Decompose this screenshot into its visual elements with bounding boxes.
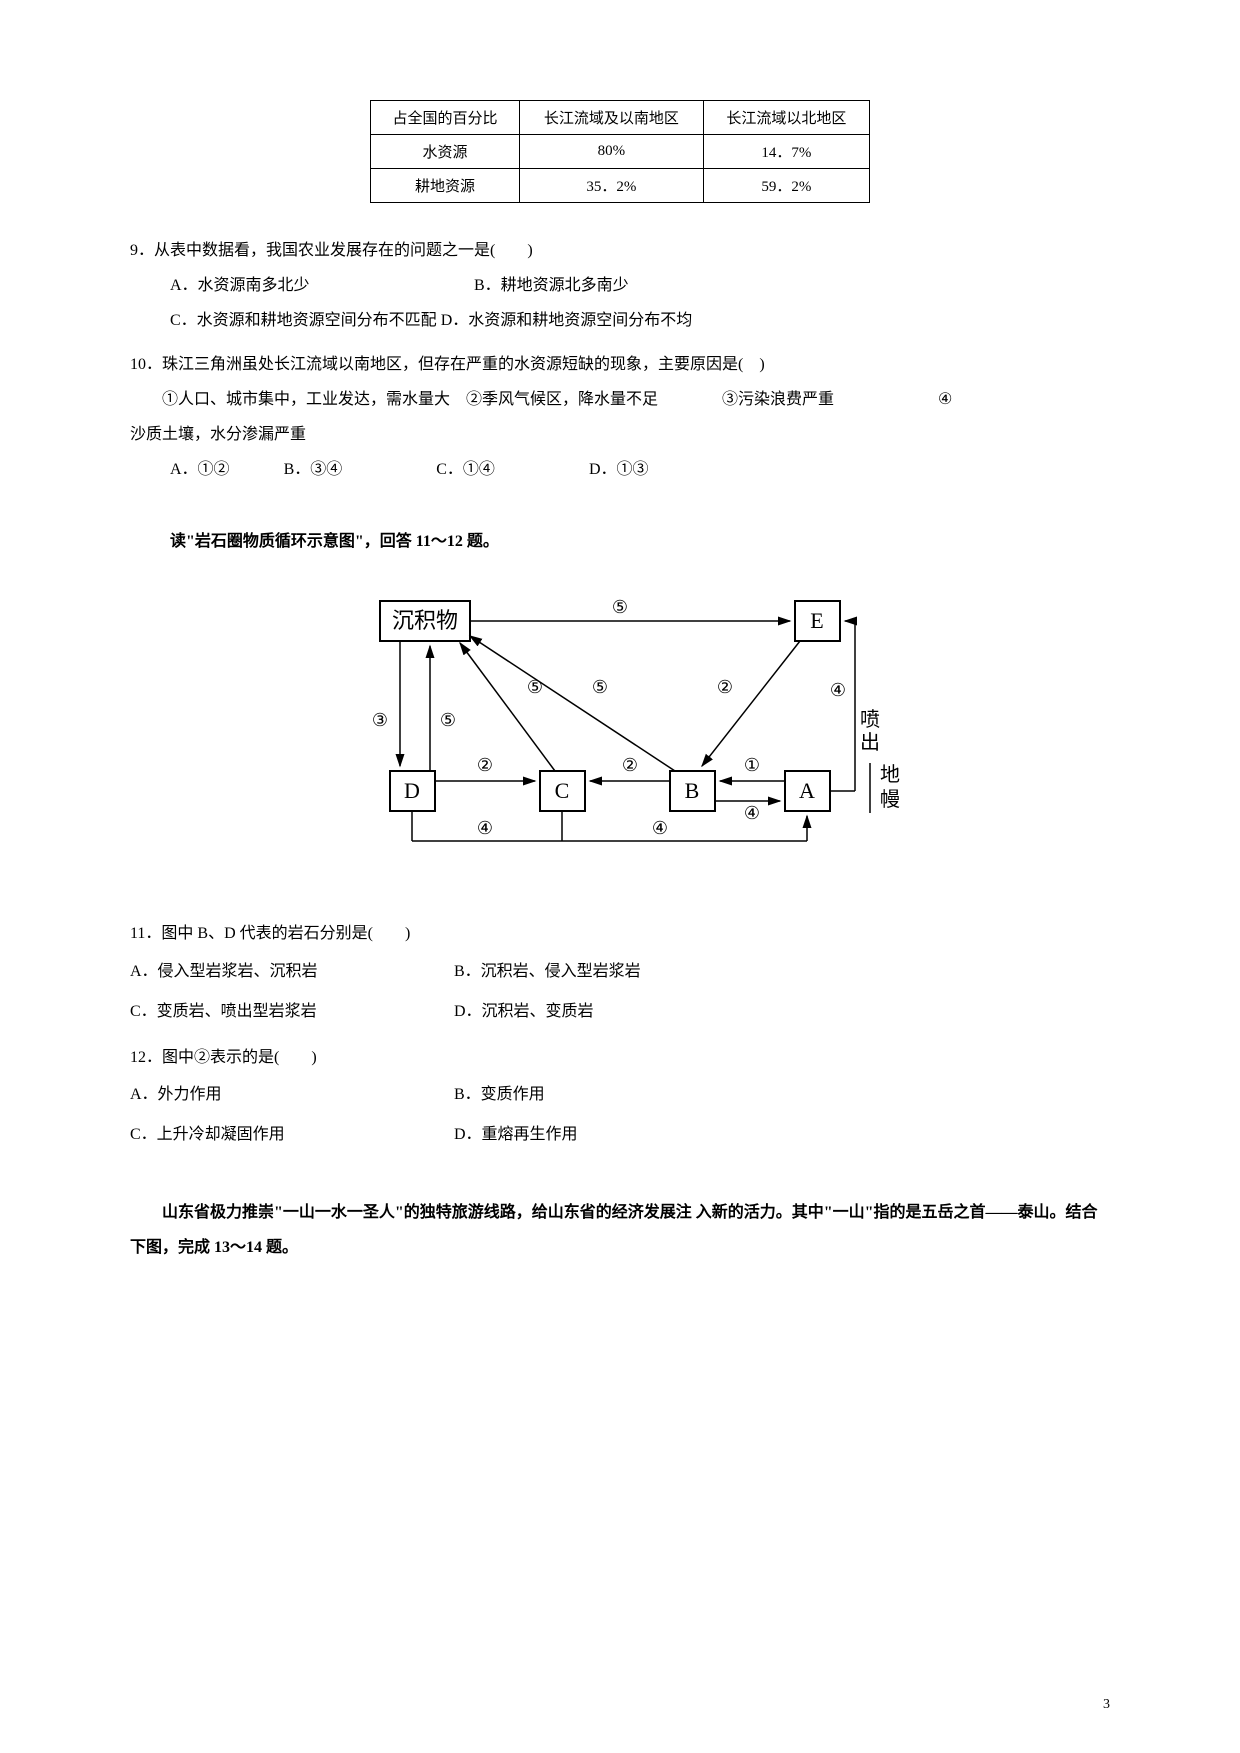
- option-b: B．③④: [284, 452, 343, 487]
- option-b: B．耕地资源北多南少: [474, 268, 629, 303]
- resource-table: 占全国的百分比 长江流域及以南地区 长江流域以北地区 水资源 80% 14．7%…: [370, 100, 870, 203]
- rock-cycle-diagram: 沉积物 E D C B A 喷 出 地 幔 ⑤ ③ ⑤: [130, 581, 1110, 866]
- label-2a: ②: [717, 677, 733, 697]
- paragraph-shandong: 山东省极力推崇"一山一水一圣人"的独特旅游线路，给山东省的经济发展注 入新的活力…: [130, 1195, 1110, 1265]
- node-d: D: [404, 778, 420, 803]
- option-d: D．重熔再生作用: [454, 1126, 578, 1143]
- q10-condition-4-start: ④: [938, 391, 952, 408]
- option-c: C．变质岩、喷出型岩浆岩: [130, 992, 450, 1032]
- question-10: 10．珠江三角洲虽处长江流域以南地区，但存在严重的水资源短缺的现象，主要原因是(…: [130, 347, 1110, 488]
- table-cell: 35．2%: [520, 169, 704, 203]
- node-c: C: [555, 778, 570, 803]
- question-text: 12．图中②表示的是( ): [130, 1040, 1110, 1075]
- label-5: ⑤: [612, 597, 628, 617]
- node-sediment: 沉积物: [392, 608, 458, 633]
- svg-text:幔: 幔: [880, 788, 900, 811]
- option-c: C．水资源和耕地资源空间分布不匹配: [170, 312, 437, 329]
- label-1: ①: [744, 755, 760, 775]
- table-cell: 80%: [520, 135, 704, 169]
- node-a: A: [799, 778, 815, 803]
- label-5d: ⑤: [592, 677, 608, 697]
- q10-condition-3: ③污染浪费严重: [722, 391, 834, 408]
- table-header: 占全国的百分比: [371, 101, 520, 135]
- page-number: 3: [1103, 1697, 1110, 1713]
- label-diman: 地: [880, 763, 900, 786]
- node-b: B: [685, 778, 700, 803]
- table-cell: 水资源: [371, 135, 520, 169]
- option-a: A．水资源南多北少: [170, 268, 470, 303]
- question-9: 9．从表中数据看，我国农业发展存在的问题之一是( ) A．水资源南多北少 B．耕…: [130, 233, 1110, 339]
- label-4d: ④: [652, 818, 668, 838]
- table-cell: 14．7%: [703, 135, 869, 169]
- option-c: C．①④: [436, 452, 495, 487]
- label-penchu: 喷: [860, 708, 880, 731]
- label-4c: ④: [477, 818, 493, 838]
- node-e: E: [810, 608, 823, 633]
- option-c: C．上升冷却凝固作用: [130, 1115, 450, 1155]
- label-2c: ②: [622, 755, 638, 775]
- option-d: D．①③: [589, 452, 649, 487]
- q10-condition-4-end: 沙质土壤，水分渗漏严重: [130, 417, 1110, 452]
- diagram-svg: 沉积物 E D C B A 喷 出 地 幔 ⑤ ③ ⑤: [340, 581, 900, 861]
- option-a: A．侵入型岩浆岩、沉积岩: [130, 952, 450, 992]
- question-text: 11．图中 B、D 代表的岩石分别是( ): [130, 916, 1110, 951]
- option-b: B．变质作用: [454, 1086, 545, 1103]
- label-4b: ④: [744, 803, 760, 823]
- question-12: 12．图中②表示的是( ): [130, 1040, 1110, 1075]
- option-a: A．外力作用: [130, 1075, 450, 1115]
- table-header: 长江流域及以南地区: [520, 101, 704, 135]
- label-4a: ④: [830, 680, 846, 700]
- table-cell: 耕地资源: [371, 169, 520, 203]
- table-cell: 59．2%: [703, 169, 869, 203]
- section-title: 读"岩石圈物质循环示意图"，回答 11～12 题。: [170, 527, 1110, 551]
- label-2b: ②: [477, 755, 493, 775]
- option-b: B．沉积岩、侵入型岩浆岩: [454, 963, 641, 980]
- label-5b: ⑤: [440, 710, 456, 730]
- question-11: 11．图中 B、D 代表的岩石分别是( ): [130, 916, 1110, 951]
- question-text: 9．从表中数据看，我国农业发展存在的问题之一是( ): [130, 233, 1110, 268]
- option-d: D．沉积岩、变质岩: [454, 1003, 594, 1020]
- q10-condition-1-2: ①人口、城市集中，工业发达，需水量大 ②季风气候区，降水量不足: [162, 391, 658, 408]
- option-d: D．水资源和耕地资源空间分布不均: [441, 312, 693, 329]
- question-text: 10．珠江三角洲虽处长江流域以南地区，但存在严重的水资源短缺的现象，主要原因是(…: [130, 347, 1110, 382]
- table-header: 长江流域以北地区: [703, 101, 869, 135]
- label-3: ③: [372, 710, 388, 730]
- svg-text:出: 出: [860, 731, 880, 754]
- option-a: A．①②: [170, 452, 230, 487]
- label-5c: ⑤: [527, 677, 543, 697]
